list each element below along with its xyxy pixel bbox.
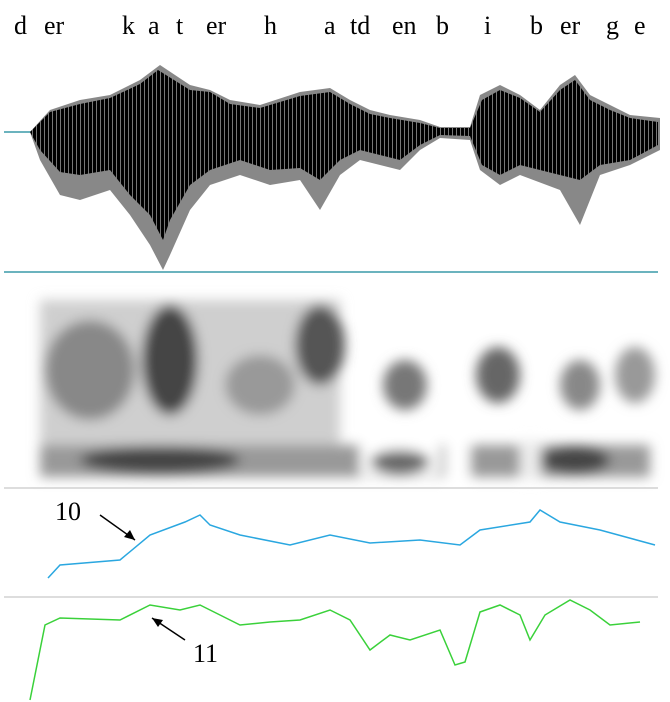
segment-label: d <box>14 11 27 40</box>
annotation: 10 <box>55 497 81 526</box>
intensity-contour <box>30 600 640 700</box>
waveform <box>4 65 660 272</box>
segment-label: b <box>530 11 543 40</box>
spectrogram <box>40 300 655 480</box>
segment-label: er <box>44 11 65 40</box>
segment-label: i <box>484 11 491 40</box>
speech-figure: derkaterhatdenbiberge 10 11 <box>0 0 670 702</box>
segment-label: b <box>436 11 449 40</box>
segment-label: e <box>634 11 646 40</box>
page: derkaterhatdenbiberge 10 11 (() => { con… <box>0 0 670 702</box>
segment-label: a <box>148 11 160 40</box>
segment-label: g <box>606 11 619 40</box>
annotation: 11 <box>193 639 218 668</box>
segment-label: h <box>264 11 277 40</box>
segment-label: t <box>176 11 184 40</box>
segment-label: er <box>206 11 227 40</box>
segment-label: a <box>324 11 336 40</box>
segment-label: td <box>350 11 370 40</box>
segment-label: k <box>122 11 135 40</box>
segment-label: er <box>560 11 581 40</box>
pitch-contour <box>48 510 655 578</box>
segment-label: en <box>392 11 417 40</box>
